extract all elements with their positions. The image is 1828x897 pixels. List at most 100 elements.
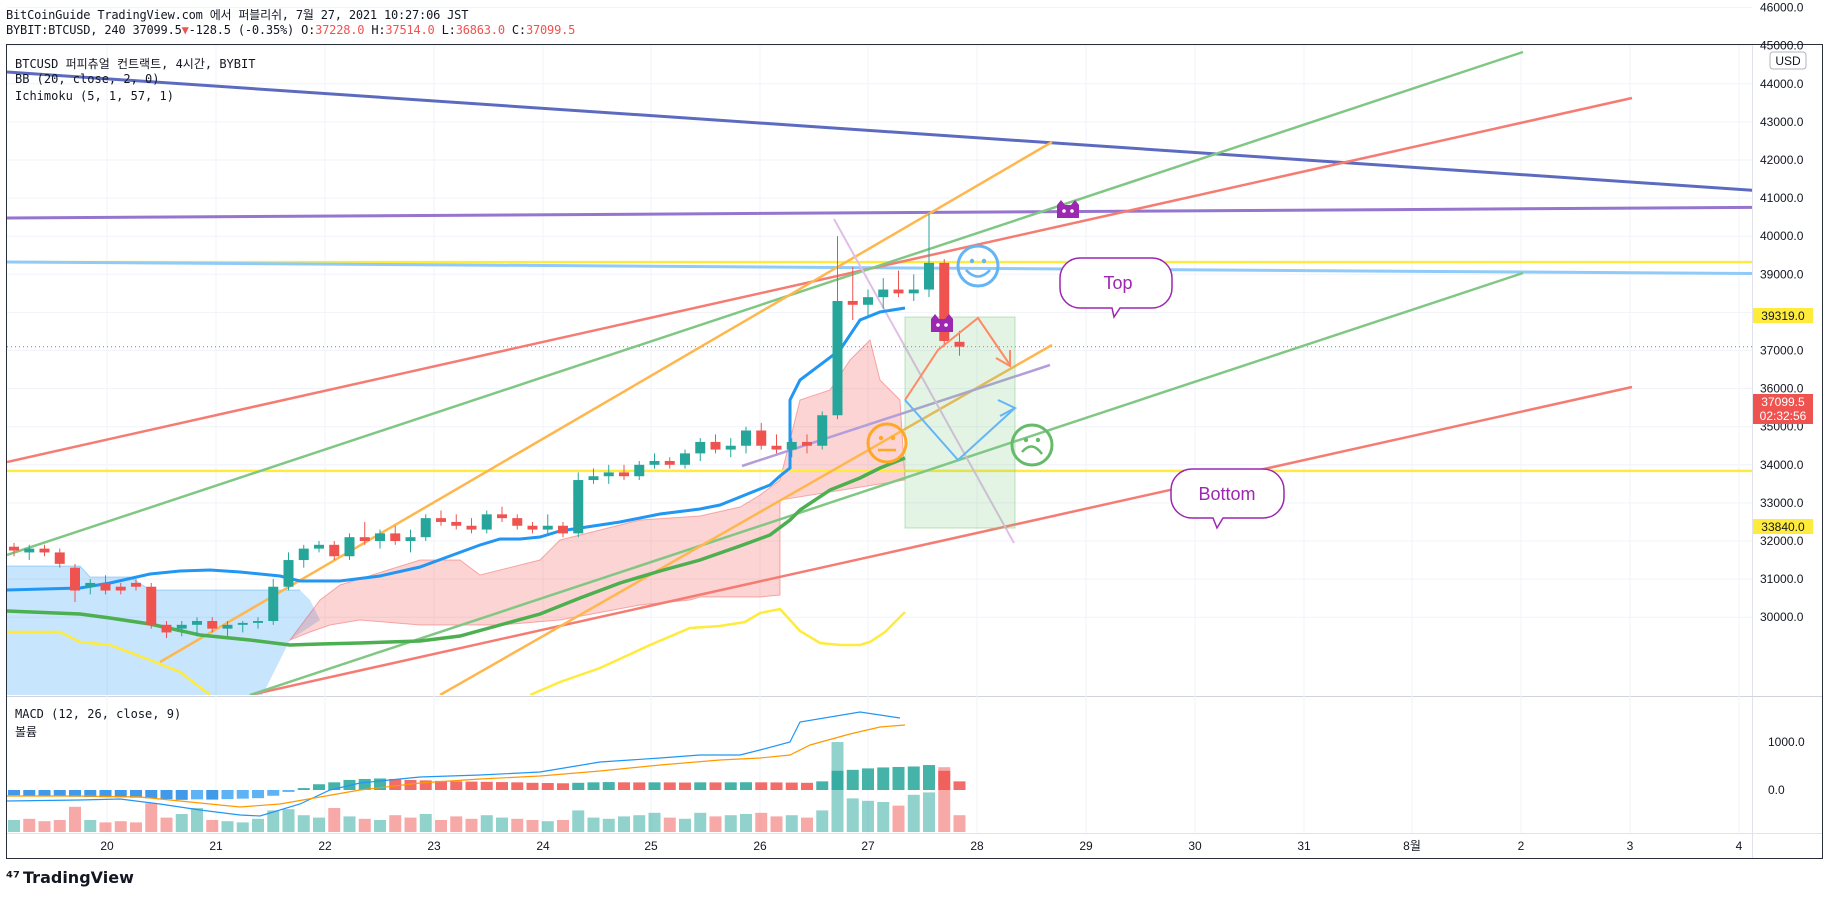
support-price: 33840.0 xyxy=(1761,520,1805,534)
happy-face-icon xyxy=(956,244,1000,288)
macd-histogram-bar xyxy=(175,790,188,800)
candle-body xyxy=(420,518,431,538)
annotations[interactable] xyxy=(866,200,1079,467)
volume-bar xyxy=(770,816,783,832)
macd-histogram-bar xyxy=(785,782,798,790)
candle-body xyxy=(527,525,538,530)
macd-histogram-bar xyxy=(389,778,402,790)
trendlines[interactable] xyxy=(7,50,1822,695)
macd-histogram-bar xyxy=(496,782,508,790)
price-tick-label: 46000.0 xyxy=(1760,1,1804,15)
volume-bar xyxy=(663,817,676,832)
emoji-eye xyxy=(969,258,975,264)
volume-bar xyxy=(435,820,447,832)
ichimoku-legend[interactable]: Ichimoku (5, 1, 57, 1) xyxy=(15,89,174,103)
macd-tick-label: 0.0 xyxy=(1768,783,1785,797)
macd-histogram-bar xyxy=(633,782,646,790)
candle-body xyxy=(70,567,80,591)
macd-histogram-bar xyxy=(648,782,661,790)
time-tick-label: 29 xyxy=(1079,839,1093,853)
candle-body xyxy=(741,430,751,446)
volume-bar xyxy=(23,818,36,832)
ohlc-readout: BYBIT:BTCUSD, 240 37099.5▼-128.5 (-0.35%… xyxy=(6,23,575,37)
candle-body xyxy=(786,441,797,450)
green-lower-channel xyxy=(249,271,1524,695)
low-label: L: xyxy=(441,23,456,37)
candle-body xyxy=(893,289,904,294)
volume-bar xyxy=(801,817,813,832)
candle-body xyxy=(85,582,96,587)
support-price-tag: 33840.0 xyxy=(1753,519,1813,534)
macd-histogram-bar xyxy=(282,790,295,792)
path-down-arrow xyxy=(904,399,1016,462)
macd-histogram-bar xyxy=(313,784,325,790)
candle-body xyxy=(24,548,35,553)
tradingview-logo[interactable]: ⁴⁷ TradingView xyxy=(6,868,134,887)
volume-bar xyxy=(313,817,325,832)
candle-body xyxy=(359,537,370,541)
volume-bar xyxy=(648,812,661,832)
top-bubble-label: Top xyxy=(1103,273,1132,293)
candle-body xyxy=(832,300,843,416)
macd-histogram-bar xyxy=(511,782,524,790)
candle-body xyxy=(954,341,965,347)
bb-basis-line xyxy=(7,306,906,592)
candle-body xyxy=(817,415,828,446)
macd-histogram-bar xyxy=(69,790,81,797)
volume-bar xyxy=(526,820,539,832)
senkou-a-line xyxy=(7,565,300,591)
macd-histogram-bar xyxy=(892,766,905,790)
time-axis: 20 21 22 23 24 25 26 27 28 29 30 31 8월 2 3 4 xyxy=(100,839,1742,853)
macd-histogram-bar xyxy=(221,790,234,800)
cat-eye xyxy=(1062,209,1066,213)
cat-eye xyxy=(1070,209,1074,213)
currency-button[interactable]: USD xyxy=(1769,51,1807,70)
volume-bar xyxy=(480,815,493,832)
volume-bar xyxy=(465,818,478,832)
macd-legend[interactable]: MACD (12, 26, close, 9) xyxy=(15,707,182,721)
volume-bar xyxy=(53,820,66,832)
path-up-arrow xyxy=(904,316,1011,401)
volume-bar xyxy=(8,820,20,832)
volume-legend[interactable]: 볼륨 xyxy=(15,725,38,739)
candle-body xyxy=(176,624,187,629)
emoji-eye xyxy=(1035,437,1041,443)
descending-trendline xyxy=(7,70,1752,192)
candlesticks xyxy=(9,213,965,639)
bottom-bubble[interactable]: Bottom xyxy=(1170,468,1285,530)
volume-bar xyxy=(206,820,219,832)
close-value: 37099.5 xyxy=(525,23,576,37)
bb-legend[interactable]: BB (20, close, 2, 0) xyxy=(15,72,160,86)
emoji-eye xyxy=(981,258,987,264)
top-bubble[interactable]: Top xyxy=(1059,257,1173,319)
volume-bar xyxy=(69,806,81,832)
macd-histogram-bar xyxy=(953,781,966,790)
volume-bar xyxy=(175,814,188,832)
volume-bar xyxy=(358,818,371,832)
signal-line xyxy=(7,724,906,808)
emoji-face xyxy=(1010,423,1054,467)
volume-bar xyxy=(450,816,463,832)
symbol-legend[interactable]: BTCUSD 퍼피츄얼 컨트랙트, 4시간, BYBIT xyxy=(15,57,256,71)
candle-body xyxy=(481,514,492,530)
volume-bar xyxy=(846,798,859,832)
price-tick-label: 36000.0 xyxy=(1760,382,1804,396)
tradingview-brand: TradingView xyxy=(23,868,134,887)
price-tick-label: 44000.0 xyxy=(1760,77,1804,91)
price-tick-label: 31000.0 xyxy=(1760,572,1804,586)
macd-histogram-bar xyxy=(755,782,768,790)
woozy-face-icon xyxy=(1010,423,1054,467)
candle-body xyxy=(283,560,294,587)
orange-trendline-upper xyxy=(159,140,1053,664)
bottom-bubble-label: Bottom xyxy=(1198,484,1255,504)
macd-histogram-bar xyxy=(404,779,417,790)
price-tick-label: 41000.0 xyxy=(1760,191,1804,205)
candle-body xyxy=(131,582,141,587)
volume-bar xyxy=(38,821,51,832)
macd-histogram-bar xyxy=(435,780,447,790)
volume-bar xyxy=(709,816,722,832)
bb-lower-band-right xyxy=(529,607,906,695)
volume-bar xyxy=(130,822,142,832)
candle-body xyxy=(253,621,263,623)
